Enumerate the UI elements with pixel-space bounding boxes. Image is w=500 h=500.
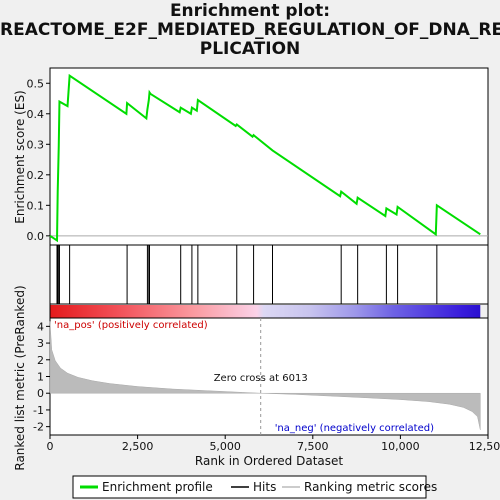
rank-metric-frame [49, 317, 489, 436]
positive-correlation-label: 'na_pos' (positively correlated) [54, 320, 208, 331]
rank-metric-y-tick-label: 1 [37, 371, 44, 384]
es-y-tick-label: 0.2 [27, 169, 45, 182]
hits-panel [49, 244, 489, 305]
x-tick-label: 12,500 [469, 440, 500, 453]
legend-frame [72, 475, 427, 499]
x-axis-ticks: 0 2,500 5,000 7,500 10,000 12,500 [47, 435, 500, 453]
legend-label-ranking-metric: Ranking metric scores [304, 480, 437, 494]
rank-metric-y-tick-label: 4 [37, 320, 44, 333]
rank-metric-panel: Zero cross at 6013 'na_pos' (positively … [13, 285, 489, 471]
rank-metric-y-tick-label: 3 [37, 337, 44, 350]
es-y-axis-label: Enrichment score (ES) [13, 90, 27, 223]
rank-metric-y-tick-label: 0 [37, 387, 44, 400]
colorbar-gradient [50, 305, 481, 318]
zero-cross-label: Zero cross at 6013 [214, 373, 308, 384]
chart-title-line-2: REACTOME_E2F_MEDIATED_REGULATION_OF_DNA_… [0, 20, 500, 40]
chart-title-line-1: Enrichment plot: [169, 1, 331, 21]
es-y-tick-label: 0.0 [27, 230, 45, 243]
x-axis-label: Rank in Ordered Dataset [195, 454, 343, 468]
x-tick-label: 2,500 [122, 440, 154, 453]
rank-metric-y-axis-label: Ranked list metric (PreRanked) [13, 285, 27, 470]
hits-panel-frame [49, 244, 489, 305]
chart-legend: Enrichment profile Hits Ranking metric s… [72, 475, 437, 499]
es-y-tick-label: 0.3 [27, 138, 45, 151]
negative-correlation-label: 'na_neg' (negatively correlated) [275, 423, 434, 434]
x-tick-label: 0 [47, 440, 54, 453]
x-tick-label: 5,000 [209, 440, 241, 453]
rank-metric-y-tick-label: -1 [33, 404, 44, 417]
hit-lines [56, 245, 438, 304]
es-panel-frame [49, 67, 489, 246]
rank-metric-y-tick-label: -2 [33, 421, 44, 434]
es-y-tick-label: 0.4 [27, 108, 45, 121]
rank-colorbar [49, 303, 489, 319]
rank-metric-y-ticks: -2 -1 0 1 2 3 4 [33, 320, 50, 434]
es-enrichment-line [49, 73, 481, 243]
es-y-tick-label: 0.5 [27, 77, 45, 90]
x-tick-label: 10,000 [381, 440, 420, 453]
es-panel: 0.0 0.1 0.2 0.3 0.4 0.5 Enrichment score (ES) [13, 67, 489, 246]
chart-title-line-3: PLICATION [199, 39, 301, 59]
legend-label-hits: Hits [253, 480, 276, 494]
x-tick-label: 7,500 [297, 440, 329, 453]
chart-title: Enrichment plot: REACTOME_E2F_MEDIATED_R… [0, 2, 500, 59]
rank-metric-y-tick-label: 2 [37, 354, 44, 367]
ranking-metric-area [49, 321, 481, 431]
es-y-tick-label: 0.1 [27, 199, 45, 212]
es-y-ticks: 0.0 0.1 0.2 0.3 0.4 0.5 [27, 77, 50, 243]
legend-label-enrichment-profile: Enrichment profile [102, 480, 213, 494]
